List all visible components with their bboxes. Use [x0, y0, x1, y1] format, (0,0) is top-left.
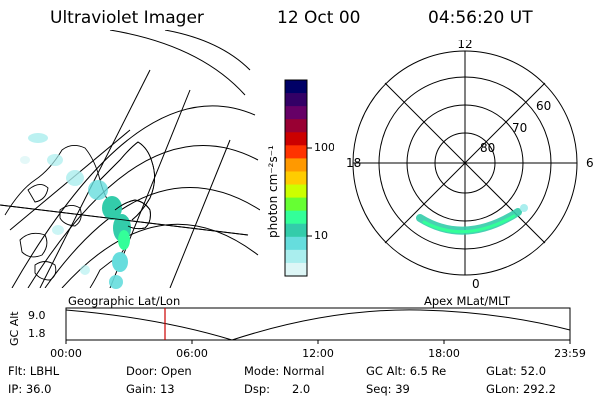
timeline-x-tick-2359: 23:59: [554, 347, 586, 360]
mode-info: Mode: Normal: [244, 364, 325, 378]
map-coastline: [34, 261, 57, 281]
timeline-x-tick-0000: 00:00: [50, 347, 82, 360]
map-latitude-arc: [109, 30, 246, 96]
map-meridian: [39, 69, 151, 288]
altitude-timeline: GC Alt 9.0 1.8 00:00 06:00 12:00 18:00 2…: [8, 307, 586, 360]
geographic-map: [0, 30, 260, 289]
colorbar-swatch: [285, 106, 307, 120]
filter-info: Flt: LBHL: [8, 364, 60, 378]
colorbar-swatch: [285, 80, 307, 94]
timeline-y-axis-title: GC Alt: [8, 311, 21, 346]
timeline-x-tick-0600: 06:00: [176, 347, 208, 360]
glat-info: GLat: 52.0: [486, 364, 547, 378]
colorbar-swatch: [285, 132, 307, 146]
mlt-label-18: 18: [346, 156, 361, 170]
timeline-y-tick-1-8: 1.8: [28, 327, 46, 340]
colorbar-swatch: [285, 158, 307, 173]
mlt-label-6: 6: [586, 156, 594, 170]
colorbar-swatch: [285, 249, 307, 264]
map-aurora: [20, 133, 131, 289]
map-coastline: [27, 184, 49, 203]
map-latitude-arc: [61, 223, 259, 288]
colorbar-swatch: [285, 184, 307, 199]
colorbar-swatch: [285, 210, 307, 225]
colorbar-tick-100: 100: [314, 141, 334, 154]
timeline-left-label: Geographic Lat/Lon: [68, 294, 181, 308]
timeline-y-tick-9: 9.0: [28, 309, 46, 322]
map-latitude-arc: [164, 30, 251, 71]
door-info: Door: Open: [126, 364, 192, 378]
ip-info: IP: 36.0: [8, 382, 52, 396]
polar-plot: 12 18 6 0 60 70 80: [346, 40, 594, 290]
gc-alt-info: GC Alt: 6.5 Re: [366, 364, 447, 378]
colorbar-panel: 100 10 photon cm⁻²s⁻¹: [266, 79, 334, 277]
colorbar-swatch: [285, 145, 307, 159]
colorbar-swatch: [285, 262, 307, 277]
lat-label-70: 70: [512, 121, 527, 135]
map-coastline: [59, 205, 82, 227]
colorbar-swatch: [285, 223, 307, 238]
instrument-title: Ultraviolet Imager: [50, 8, 204, 28]
colorbar-swatches: [285, 80, 307, 277]
lat-label-60: 60: [536, 99, 551, 113]
colorbar-tick-10: 10: [314, 229, 328, 242]
timeline-right-label: Apex MLat/MLT: [424, 294, 511, 308]
colorbar-unit-label: photon cm⁻²s⁻¹: [266, 145, 280, 238]
lat-label-80: 80: [480, 141, 495, 155]
dsp-info: Dsp: 2.0: [244, 382, 311, 396]
map-coastline: [4, 145, 131, 288]
mlt-label-12: 12: [457, 40, 472, 51]
colorbar-swatch: [285, 171, 307, 186]
map-meridian: [169, 139, 231, 288]
timeline-x-tick-1200: 12:00: [302, 347, 334, 360]
observation-time: 04:56:20 UT: [428, 8, 533, 28]
seq-info: Seq: 39: [366, 382, 410, 396]
colorbar-swatch: [285, 197, 307, 212]
glon-info: GLon: 292.2: [486, 382, 556, 396]
observation-date: 12 Oct 00: [277, 8, 361, 28]
colorbar-swatch: [285, 119, 307, 133]
colorbar-swatch: [285, 93, 307, 107]
altitude-curve: [65, 309, 571, 341]
mlt-label-0: 0: [472, 277, 480, 290]
gain-info: Gain: 13: [126, 382, 175, 396]
map-latitude-arc: [27, 145, 259, 288]
map-latitude-arc: [11, 105, 256, 288]
colorbar-swatch: [285, 236, 307, 251]
map-coastline: [19, 232, 48, 258]
timeline-x-tick-1800: 18:00: [428, 347, 460, 360]
